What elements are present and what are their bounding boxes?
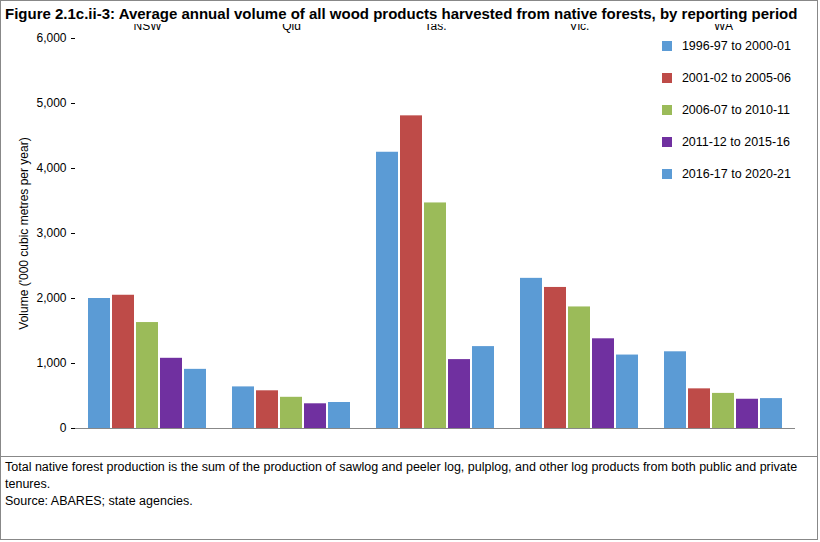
html-text:2011-12 to 2015-16: 2011-12 to 2015-16 [681,135,791,149]
html-text:Total native forest production: Total native forest production is the su… [5,460,798,491]
svg-text:Volume ('000 cubic metres per: Volume ('000 cubic metres per year) [17,137,31,329]
html-text:1996-97 to 2000-01: 1996-97 to 2000-01 [681,39,791,53]
html-text:2001-02 to 2005-06: 2001-02 to 2005-06 [681,71,791,85]
html-text:2006-07 to 2010-11: 2006-07 to 2010-11 [681,103,791,117]
svg-text:WA: WA [714,24,733,33]
html-text:Source: ABARES; state agencies: Source: ABARES; state agencies. [5,494,193,508]
svg-text:0: 0 [60,421,67,435]
svg-text:Tas.: Tas. [424,24,446,33]
svg-text:NSW: NSW [134,24,163,33]
html-text:Figure 2.1c.ii-3: Average annu: Figure 2.1c.ii-3: Average annual volume … [5,5,798,22]
svg-text:3,000: 3,000 [36,226,66,240]
svg-text:4,000: 4,000 [36,161,66,175]
svg-text:5,000: 5,000 [36,96,66,110]
svg-text:2,000: 2,000 [36,291,66,305]
svg-text:6,000: 6,000 [36,31,66,45]
html-text:2016-17 to 2020-21: 2016-17 to 2020-21 [681,167,791,181]
svg-text:Qld: Qld [282,24,301,33]
svg-text:1,000: 1,000 [36,356,66,370]
svg-text:Vic.: Vic. [570,24,590,33]
